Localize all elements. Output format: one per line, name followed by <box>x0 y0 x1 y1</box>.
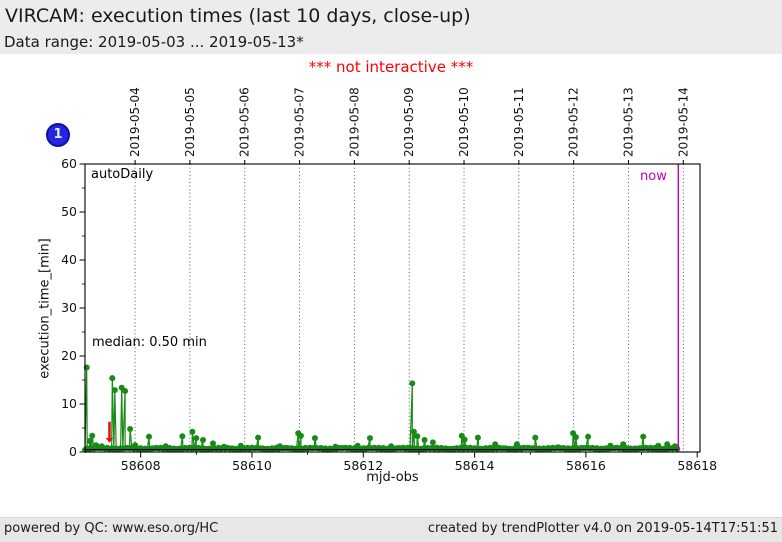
svg-text:2019-05-11: 2019-05-11 <box>512 87 526 157</box>
execution-time-series <box>82 364 681 453</box>
date-gridlines <box>134 164 684 452</box>
outlier-arrow-icon <box>105 421 114 443</box>
x-axis-label: mjd-obs <box>366 470 419 485</box>
footer-powered-by: powered by QC: www.eso.org/HC <box>4 521 219 536</box>
svg-text:58614: 58614 <box>455 458 495 473</box>
not-interactive-notice: *** not interactive *** <box>308 58 474 76</box>
median-label: median: 0.50 min <box>92 335 207 350</box>
svg-text:58618: 58618 <box>677 458 717 473</box>
svg-text:60: 60 <box>61 156 77 171</box>
page-title: VIRCAM: execution times (last 10 days, c… <box>5 5 471 27</box>
svg-text:10: 10 <box>61 396 77 411</box>
plot-frame <box>84 163 701 453</box>
y-axis-label: execution_time_[min] <box>37 238 53 379</box>
svg-text:58608: 58608 <box>121 458 161 473</box>
footer-created-by: created by trendPlotter v4.0 on 2019-05-… <box>427 521 778 536</box>
x-axis-ticks: 58608 58610 58612 58614 58616 58618 <box>121 452 717 473</box>
y-axis-ticks: 0 10 20 30 40 50 60 <box>61 156 85 459</box>
svg-text:2019-05-06: 2019-05-06 <box>238 87 252 157</box>
svg-text:30: 30 <box>61 300 77 315</box>
svg-text:58610: 58610 <box>232 458 272 473</box>
data-range-subtitle: Data range: 2019-05-03 ... 2019-05-13* <box>4 33 304 51</box>
dataset-label: autoDaily <box>91 167 154 182</box>
svg-text:50: 50 <box>61 204 77 219</box>
top-axis-date-labels: 2019-05-04 2019-05-05 2019-05-06 2019-05-07… <box>128 87 690 164</box>
now-label: now <box>640 169 667 184</box>
footer-band <box>0 517 782 542</box>
plot-number-badge[interactable]: 1 <box>46 123 70 147</box>
svg-text:2019-05-04: 2019-05-04 <box>128 87 142 157</box>
header-band <box>0 0 782 54</box>
svg-text:0: 0 <box>69 444 77 459</box>
svg-text:2019-05-09: 2019-05-09 <box>402 87 416 157</box>
svg-text:2019-05-05: 2019-05-05 <box>183 87 197 157</box>
svg-text:2019-05-10: 2019-05-10 <box>457 87 471 157</box>
svg-text:40: 40 <box>61 252 77 267</box>
svg-text:2019-05-08: 2019-05-08 <box>347 87 361 157</box>
svg-text:58612: 58612 <box>343 458 383 473</box>
svg-text:2019-05-14: 2019-05-14 <box>676 87 690 157</box>
svg-text:58616: 58616 <box>566 458 606 473</box>
svg-text:20: 20 <box>61 348 77 363</box>
svg-text:2019-05-07: 2019-05-07 <box>293 87 307 157</box>
svg-text:2019-05-12: 2019-05-12 <box>567 87 581 157</box>
svg-text:2019-05-13: 2019-05-13 <box>621 87 635 157</box>
